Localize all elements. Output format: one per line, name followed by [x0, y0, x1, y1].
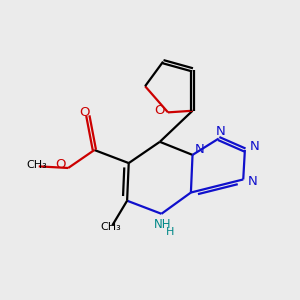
Text: O: O — [79, 106, 90, 119]
Text: CH₃: CH₃ — [27, 160, 47, 170]
Text: N: N — [215, 125, 225, 138]
Text: N: N — [195, 142, 205, 155]
Text: CH₃: CH₃ — [100, 222, 121, 232]
Text: N: N — [248, 175, 257, 188]
Text: N: N — [250, 140, 260, 153]
Text: O: O — [55, 158, 65, 171]
Text: O: O — [154, 104, 165, 117]
Text: NH: NH — [154, 218, 172, 231]
Text: H: H — [166, 227, 175, 237]
